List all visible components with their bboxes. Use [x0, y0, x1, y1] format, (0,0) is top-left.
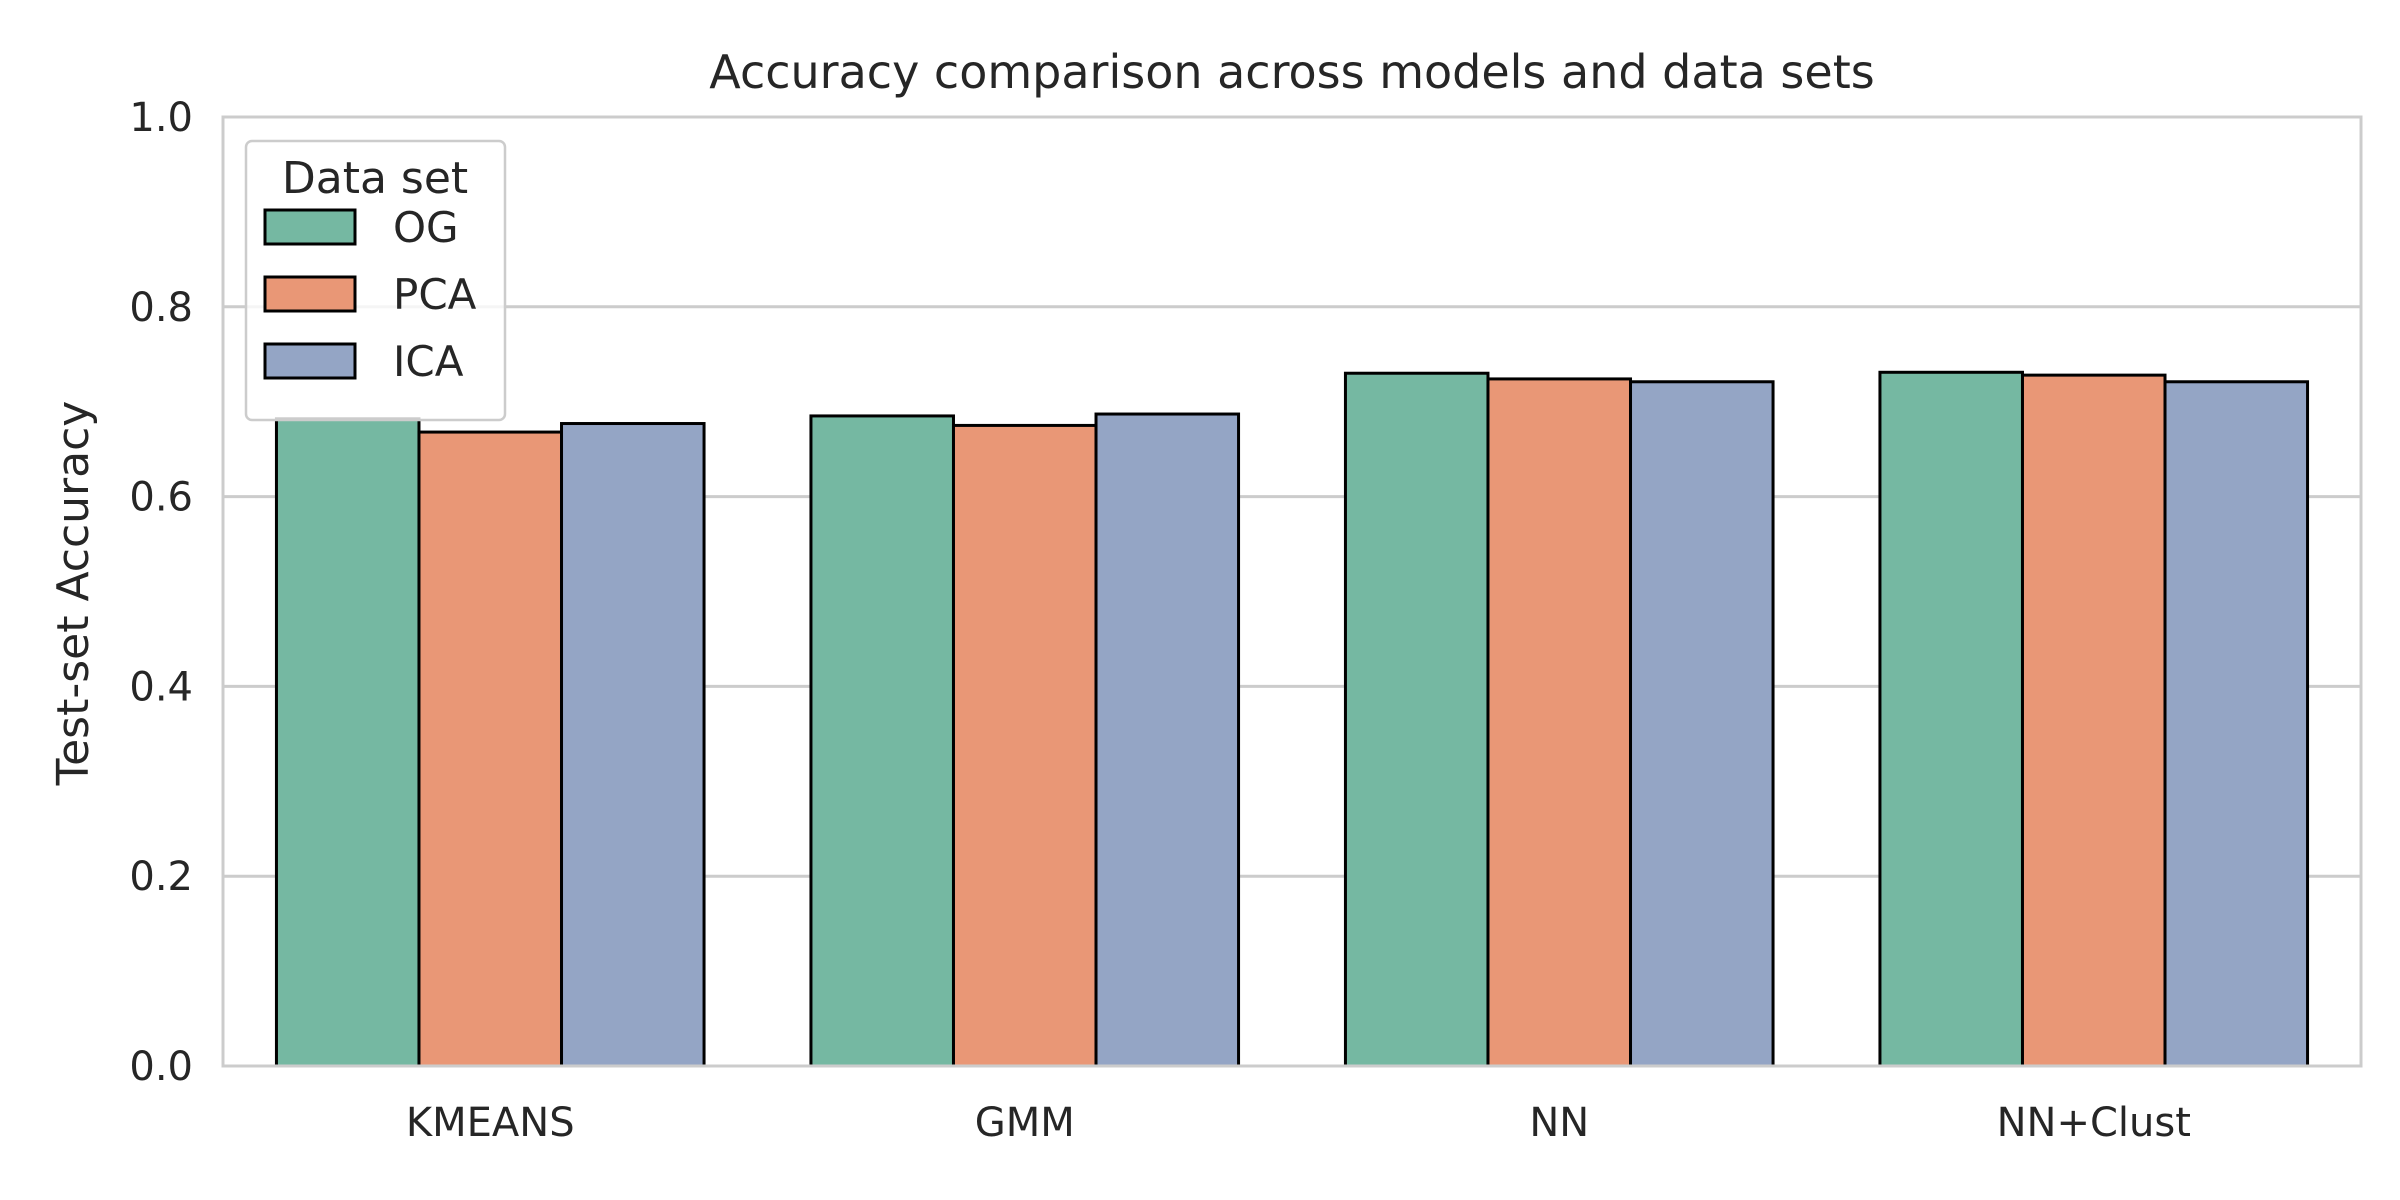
bar-og-kmeans [274, 417, 421, 1068]
x-tick-label: GMM [975, 1100, 1075, 1146]
legend-title: Data set [282, 153, 468, 204]
x-tick-label: NN [1529, 1100, 1589, 1146]
bar-pca-nn-clust [2020, 373, 2167, 1068]
plot-frame [221, 115, 2363, 1068]
legend-items: OG PCA ICA [263, 203, 477, 386]
legend: Data set OG PCA ICA [244, 139, 507, 422]
x-tick-label: KMEANS [406, 1100, 575, 1146]
bar-pca-kmeans [417, 430, 564, 1068]
bar-ica-kmeans [560, 422, 706, 1068]
bar-ica-gmm [1094, 412, 1241, 1068]
legend-label-og: OG [393, 203, 459, 252]
y-axis-label: Test-set Accuracy [48, 401, 99, 787]
bar-ica-nn-clust [2163, 380, 2310, 1068]
x-axis-ticks: KMEANS GMM NN NN+Clust [406, 1100, 2191, 1146]
bar-og-nn-clust [1878, 370, 2024, 1068]
legend-label-ica: ICA [393, 337, 464, 386]
y-tick-label: 0.2 [129, 854, 193, 900]
bar-og-gmm [809, 414, 955, 1068]
x-tick-label: NN+Clust [1997, 1100, 2191, 1146]
y-tick-label: 1.0 [129, 95, 193, 141]
y-tick-label: 0.4 [129, 664, 193, 710]
bar-og-nn [1343, 371, 1490, 1068]
y-tick-label: 0.8 [129, 285, 193, 331]
legend-swatch-ica [263, 342, 357, 380]
chart-title: Accuracy comparison across models and da… [709, 45, 1874, 99]
y-tick-label: 0.6 [129, 475, 193, 521]
y-axis-ticks: 0.0 0.2 0.4 0.6 0.8 1.0 [129, 95, 193, 1090]
bar-pca-nn [1486, 377, 1633, 1068]
legend-label-pca: PCA [393, 270, 477, 319]
legend-swatch-og [263, 208, 357, 246]
bars [274, 370, 2310, 1068]
y-tick-label: 0.0 [129, 1044, 193, 1090]
bar-ica-nn [1629, 380, 1775, 1068]
bar-pca-gmm [951, 423, 1098, 1068]
legend-swatch-pca [263, 275, 357, 313]
